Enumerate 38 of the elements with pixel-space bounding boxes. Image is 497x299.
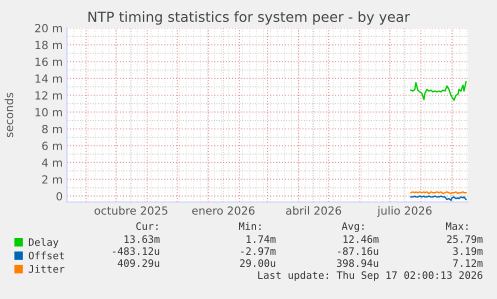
- text: 409.29u: [118, 259, 160, 267]
- text: Max:: [446, 222, 468, 230]
- y-axis-title: seconds: [4, 92, 14, 138]
- legend-label: Offset: [28, 252, 64, 260]
- text: -87.16u: [338, 247, 378, 255]
- text: 7.12m: [453, 259, 483, 267]
- text: 13.63m: [124, 235, 160, 243]
- text: -2.97m: [241, 247, 276, 255]
- text: Cur:: [136, 222, 158, 230]
- chart-title: NTP timing statistics for system peer - by year: [88, 11, 410, 25]
- text: Last update: Thu Sep 17 02:00:13 2026: [258, 271, 482, 281]
- y-tick-label: 4 m: [42, 158, 62, 167]
- legend-label: Delay: [28, 238, 58, 248]
- text: 1.74m: [246, 235, 276, 243]
- y-tick-label: 14 m: [36, 74, 62, 83]
- text: 398.94u: [336, 259, 378, 267]
- y-tick-label: 0: [56, 192, 62, 200]
- y-tick-label: 2 m: [42, 175, 62, 184]
- y-tick-label: 16 m: [36, 58, 62, 66]
- y-tick-label: 20 m: [35, 24, 62, 32]
- legend-label: Jitter: [28, 264, 64, 273]
- text: 25.79m: [447, 235, 483, 243]
- x-tick-label: enero 2026: [192, 206, 255, 215]
- y-tick-label: 10 m: [36, 108, 62, 116]
- text: 29.00u: [240, 259, 276, 267]
- y-tick-label: 8 m: [42, 124, 62, 134]
- line-series: [410, 81, 467, 101]
- x-tick-label: julio 2026: [377, 206, 432, 217]
- text: Avg:: [342, 222, 364, 232]
- y-tick-label: 6 m: [42, 142, 62, 150]
- y-tick-label: 18 m: [36, 40, 62, 50]
- text: -483.12u: [112, 247, 160, 255]
- text: 3.19m: [453, 247, 483, 255]
- x-tick-label: abril 2026: [286, 206, 342, 215]
- x-tick-label: octubre 2025: [94, 206, 168, 215]
- text: Min:: [239, 222, 261, 230]
- y-tick-label: 12 m: [36, 91, 62, 100]
- text: 12.46m: [344, 235, 379, 243]
